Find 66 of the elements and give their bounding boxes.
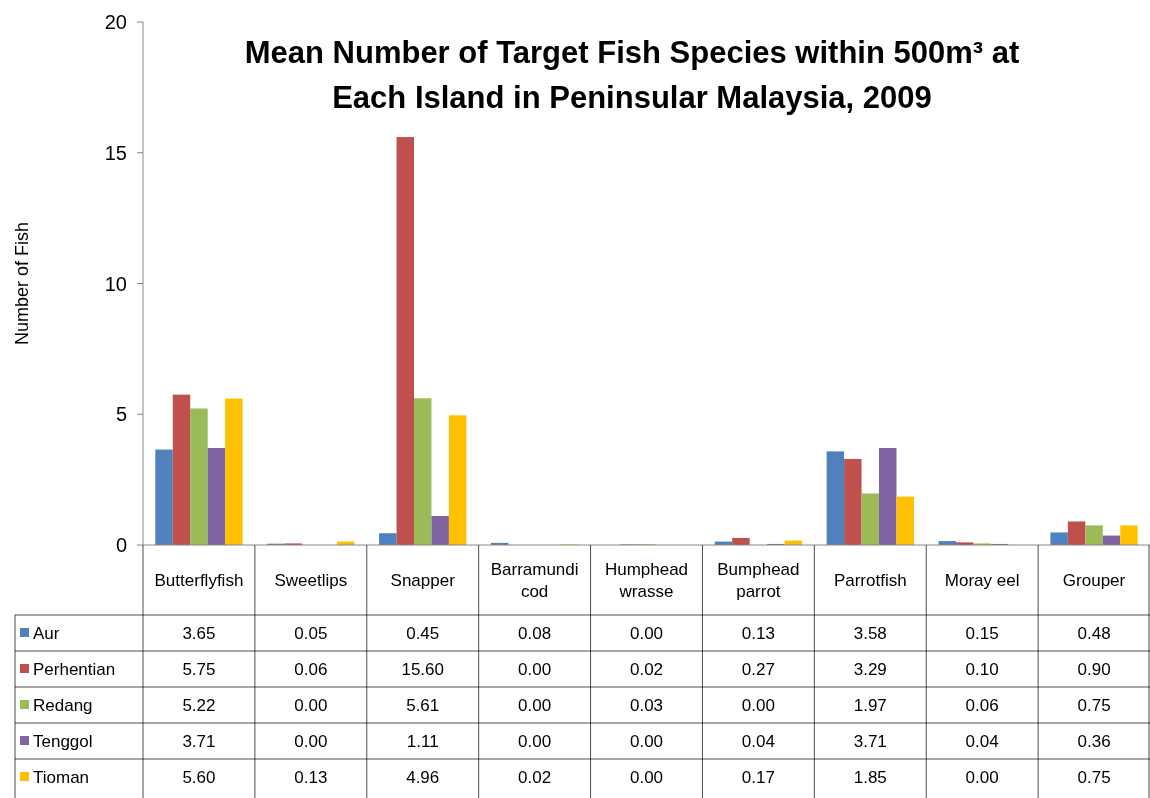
data-label: 0.36 (1077, 731, 1111, 751)
data-label: 1.85 (853, 767, 887, 787)
legend-label: Tioman (33, 767, 90, 787)
x-tick-label: Snapper (390, 570, 456, 590)
data-label: 0.90 (1077, 659, 1111, 679)
legend-label: Redang (33, 695, 93, 715)
data-label: 0.15 (965, 623, 999, 643)
data-label: 0.13 (294, 767, 328, 787)
data-label: 0.00 (741, 695, 775, 715)
data-label: 0.02 (629, 659, 664, 679)
legend-label: Perhentian (33, 659, 116, 679)
x-tick-label: Humphead wrasse (604, 559, 689, 601)
data-label: 0.00 (518, 695, 552, 715)
x-tick-label: Grouper (1062, 570, 1126, 590)
x-tick-label: Bumphead parrot (717, 559, 800, 601)
data-label: 5.75 (182, 659, 216, 679)
x-tick-label: Sweetlips (274, 570, 348, 590)
data-label: 3.65 (182, 623, 216, 643)
data-label: 0.03 (629, 695, 664, 715)
data-label: 0.05 (294, 623, 328, 643)
data-label: 0.48 (1077, 623, 1111, 643)
data-label: 3.29 (853, 659, 887, 679)
data-label: 0.10 (965, 659, 999, 679)
y-tick-label: 10 (104, 272, 127, 295)
data-label: 0.00 (629, 767, 664, 787)
y-tick-label: 5 (115, 403, 127, 426)
data-label: 3.58 (853, 623, 887, 643)
data-label: 0.06 (965, 695, 999, 715)
data-label: 0.00 (294, 731, 328, 751)
data-label: 0.08 (518, 623, 552, 643)
data-label: 0.00 (518, 659, 552, 679)
text: Mean Number of Target Fish Species within 500m³ at Each Island in Peninsular Malaysia, 2009 (244, 35, 1020, 115)
data-label: 5.60 (182, 767, 216, 787)
data-label: 3.71 (182, 731, 216, 751)
data-label: 0.00 (294, 695, 328, 715)
data-label: 0.00 (965, 767, 999, 787)
x-tick-label: Parrotfish (833, 570, 907, 590)
x-tick-label: Butterflyfish (154, 570, 244, 590)
legend-label: Aur (33, 623, 60, 643)
data-label: 0.75 (1077, 695, 1111, 715)
data-label: 0.00 (518, 731, 552, 751)
data-label: 0.27 (741, 659, 775, 679)
y-axis-title: Number of Fish (12, 221, 32, 346)
data-label: 0.06 (294, 659, 328, 679)
x-tick-label: Barramundi cod (490, 559, 579, 601)
data-label: 1.97 (853, 695, 887, 715)
data-label: 0.13 (741, 623, 775, 643)
data-label: 0.04 (965, 731, 999, 751)
data-label: 0.45 (406, 623, 440, 643)
data-label: 15.60 (401, 659, 444, 679)
data-label: 4.96 (406, 767, 440, 787)
legend-label: Tenggol (33, 731, 93, 751)
data-label: 3.71 (853, 731, 887, 751)
y-tick-label: 0 (115, 534, 127, 556)
data-label: 5.61 (406, 695, 440, 715)
data-label: 5.22 (182, 695, 216, 715)
y-tick-label: 15 (104, 141, 127, 164)
y-tick-label: 20 (104, 11, 127, 33)
data-label: 0.04 (741, 731, 775, 751)
data-label: 1.11 (406, 731, 439, 751)
data-label: 0.00 (629, 731, 664, 751)
x-tick-label: Moray eel (944, 570, 1020, 590)
data-label: 0.00 (629, 623, 664, 643)
data-label: 0.75 (1077, 767, 1111, 787)
data-label: 0.02 (518, 767, 552, 787)
data-label: 0.17 (741, 767, 775, 787)
